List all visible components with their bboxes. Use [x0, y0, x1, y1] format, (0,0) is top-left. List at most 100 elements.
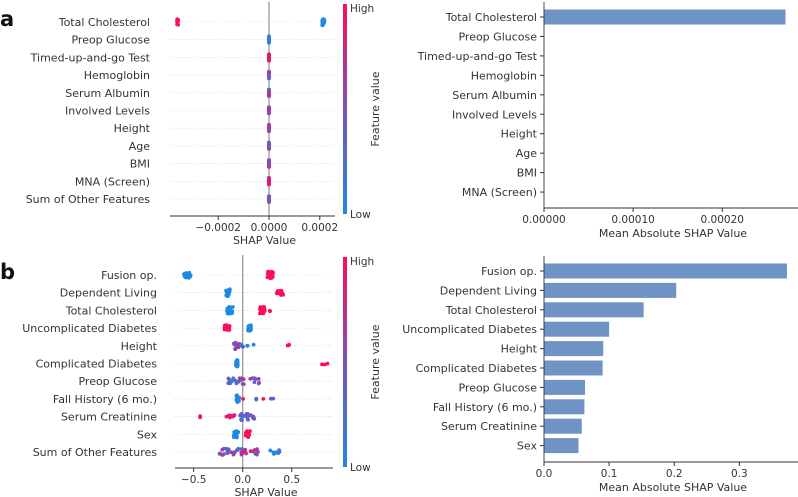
shap-point: [251, 342, 256, 347]
shap-point: [267, 176, 271, 181]
shap-point: [220, 447, 225, 452]
category-label: BMI: [517, 167, 537, 180]
colorbar-low-label: Low: [350, 209, 371, 221]
category-label: Dependent Living: [440, 284, 537, 297]
x-tick-label: 0.2: [666, 468, 683, 480]
shap-point: [268, 309, 272, 314]
shap-point: [236, 446, 241, 451]
shap-point: [269, 273, 274, 277]
shap-point: [267, 58, 271, 63]
x-tick-label: 0.00020: [701, 214, 744, 226]
feature-label: Total Cholesterol: [58, 16, 150, 29]
shap-point: [267, 126, 271, 130]
bar: [544, 263, 787, 279]
feature-label: Fall History (6 mo.): [53, 393, 157, 406]
x-axis-title: SHAP Value: [234, 486, 297, 497]
bar: [544, 418, 582, 434]
shap-point: [239, 417, 244, 422]
shap-point: [241, 377, 246, 381]
shap-point: [187, 270, 192, 275]
x-tick-label: 0.0: [234, 474, 251, 486]
shap-point: [256, 377, 261, 381]
shap-point: [229, 450, 234, 455]
shap-point: [232, 413, 237, 418]
shap-point: [218, 451, 222, 456]
feature-label: Sum of Other Features: [26, 193, 151, 206]
shap-point: [268, 448, 273, 453]
shap-point: [176, 22, 181, 27]
category-label: Involved Levels: [452, 108, 537, 121]
x-axis-title: Mean Absolute SHAP Value: [599, 481, 747, 494]
feature-label: Sum of Other Features: [33, 446, 158, 459]
category-label: Sex: [517, 440, 538, 453]
shap-point: [198, 415, 203, 420]
shap-point: [252, 380, 257, 385]
colorbar-title: Feature value: [369, 324, 382, 399]
shap-point: [224, 414, 229, 419]
x-tick-label: 0.0: [536, 468, 553, 480]
panel-letter-b: b: [0, 260, 15, 284]
category-label: MNA (Screen): [462, 186, 537, 199]
feature-label: Preop Glucose: [78, 375, 157, 388]
shap-point: [321, 22, 326, 27]
shap-point: [267, 70, 271, 74]
shap-point: [255, 447, 259, 452]
colorbar-high-label: High: [350, 256, 374, 268]
feature-label: Age: [129, 140, 151, 153]
shap-point: [267, 91, 271, 95]
shap-point: [275, 289, 280, 294]
bar: [544, 282, 677, 298]
shap-point: [267, 180, 271, 185]
shap-point: [235, 345, 240, 350]
shap-point: [245, 343, 250, 348]
x-axis-title: Mean Absolute SHAP Value: [599, 227, 747, 240]
colorbar-title: Feature value: [369, 71, 382, 146]
shap-point: [241, 414, 245, 419]
x-tick-label: −0.5: [181, 474, 207, 486]
shap-point: [246, 417, 250, 422]
bar: [544, 302, 644, 318]
category-label: Serum Creatinine: [441, 420, 537, 433]
shap-point: [231, 433, 236, 438]
bar: [544, 399, 585, 415]
x-axis-title: SHAP Value: [233, 234, 296, 247]
shap-point: [267, 88, 271, 92]
shap-point: [223, 326, 227, 331]
shap-point: [267, 140, 271, 145]
shap-point: [234, 429, 239, 434]
shap-point: [227, 414, 232, 419]
shap-point: [261, 397, 266, 401]
shap-point: [267, 269, 271, 274]
category-label: Preop Glucose: [458, 30, 537, 43]
shap-point: [248, 449, 253, 453]
feature-label: MNA (Screen): [75, 175, 150, 188]
shap-point: [234, 379, 239, 384]
x-tick-label: −0.0002: [195, 222, 241, 234]
feature-label: Serum Albumin: [65, 87, 150, 100]
bar: [544, 438, 579, 454]
shap-point: [227, 287, 232, 292]
category-label: Total Cholesterol: [445, 11, 537, 24]
shap-point: [258, 305, 263, 309]
shap-point: [229, 309, 234, 314]
shap-point: [267, 163, 271, 168]
feature-label: Fusion op.: [101, 269, 157, 282]
shap-point: [322, 17, 326, 22]
category-label: Fusion op.: [481, 265, 537, 278]
shap-point: [267, 199, 271, 204]
shap-point: [229, 378, 234, 383]
category-label: Fall History (6 mo.): [433, 401, 537, 414]
shap-point: [248, 324, 253, 328]
category-label: Complicated Diabetes: [416, 362, 538, 375]
category-label: Total Cholesterol: [445, 304, 537, 317]
feature-label: Complicated Diabetes: [36, 358, 158, 371]
bar: [544, 341, 604, 357]
shap-point: [256, 381, 261, 386]
shap-point: [188, 274, 192, 279]
shap-point: [234, 393, 239, 398]
shap-point: [222, 323, 227, 328]
feature-label: Dependent Living: [60, 287, 157, 300]
shap-point: [254, 396, 259, 401]
shap-point: [267, 123, 271, 127]
shap-point: [281, 292, 285, 297]
